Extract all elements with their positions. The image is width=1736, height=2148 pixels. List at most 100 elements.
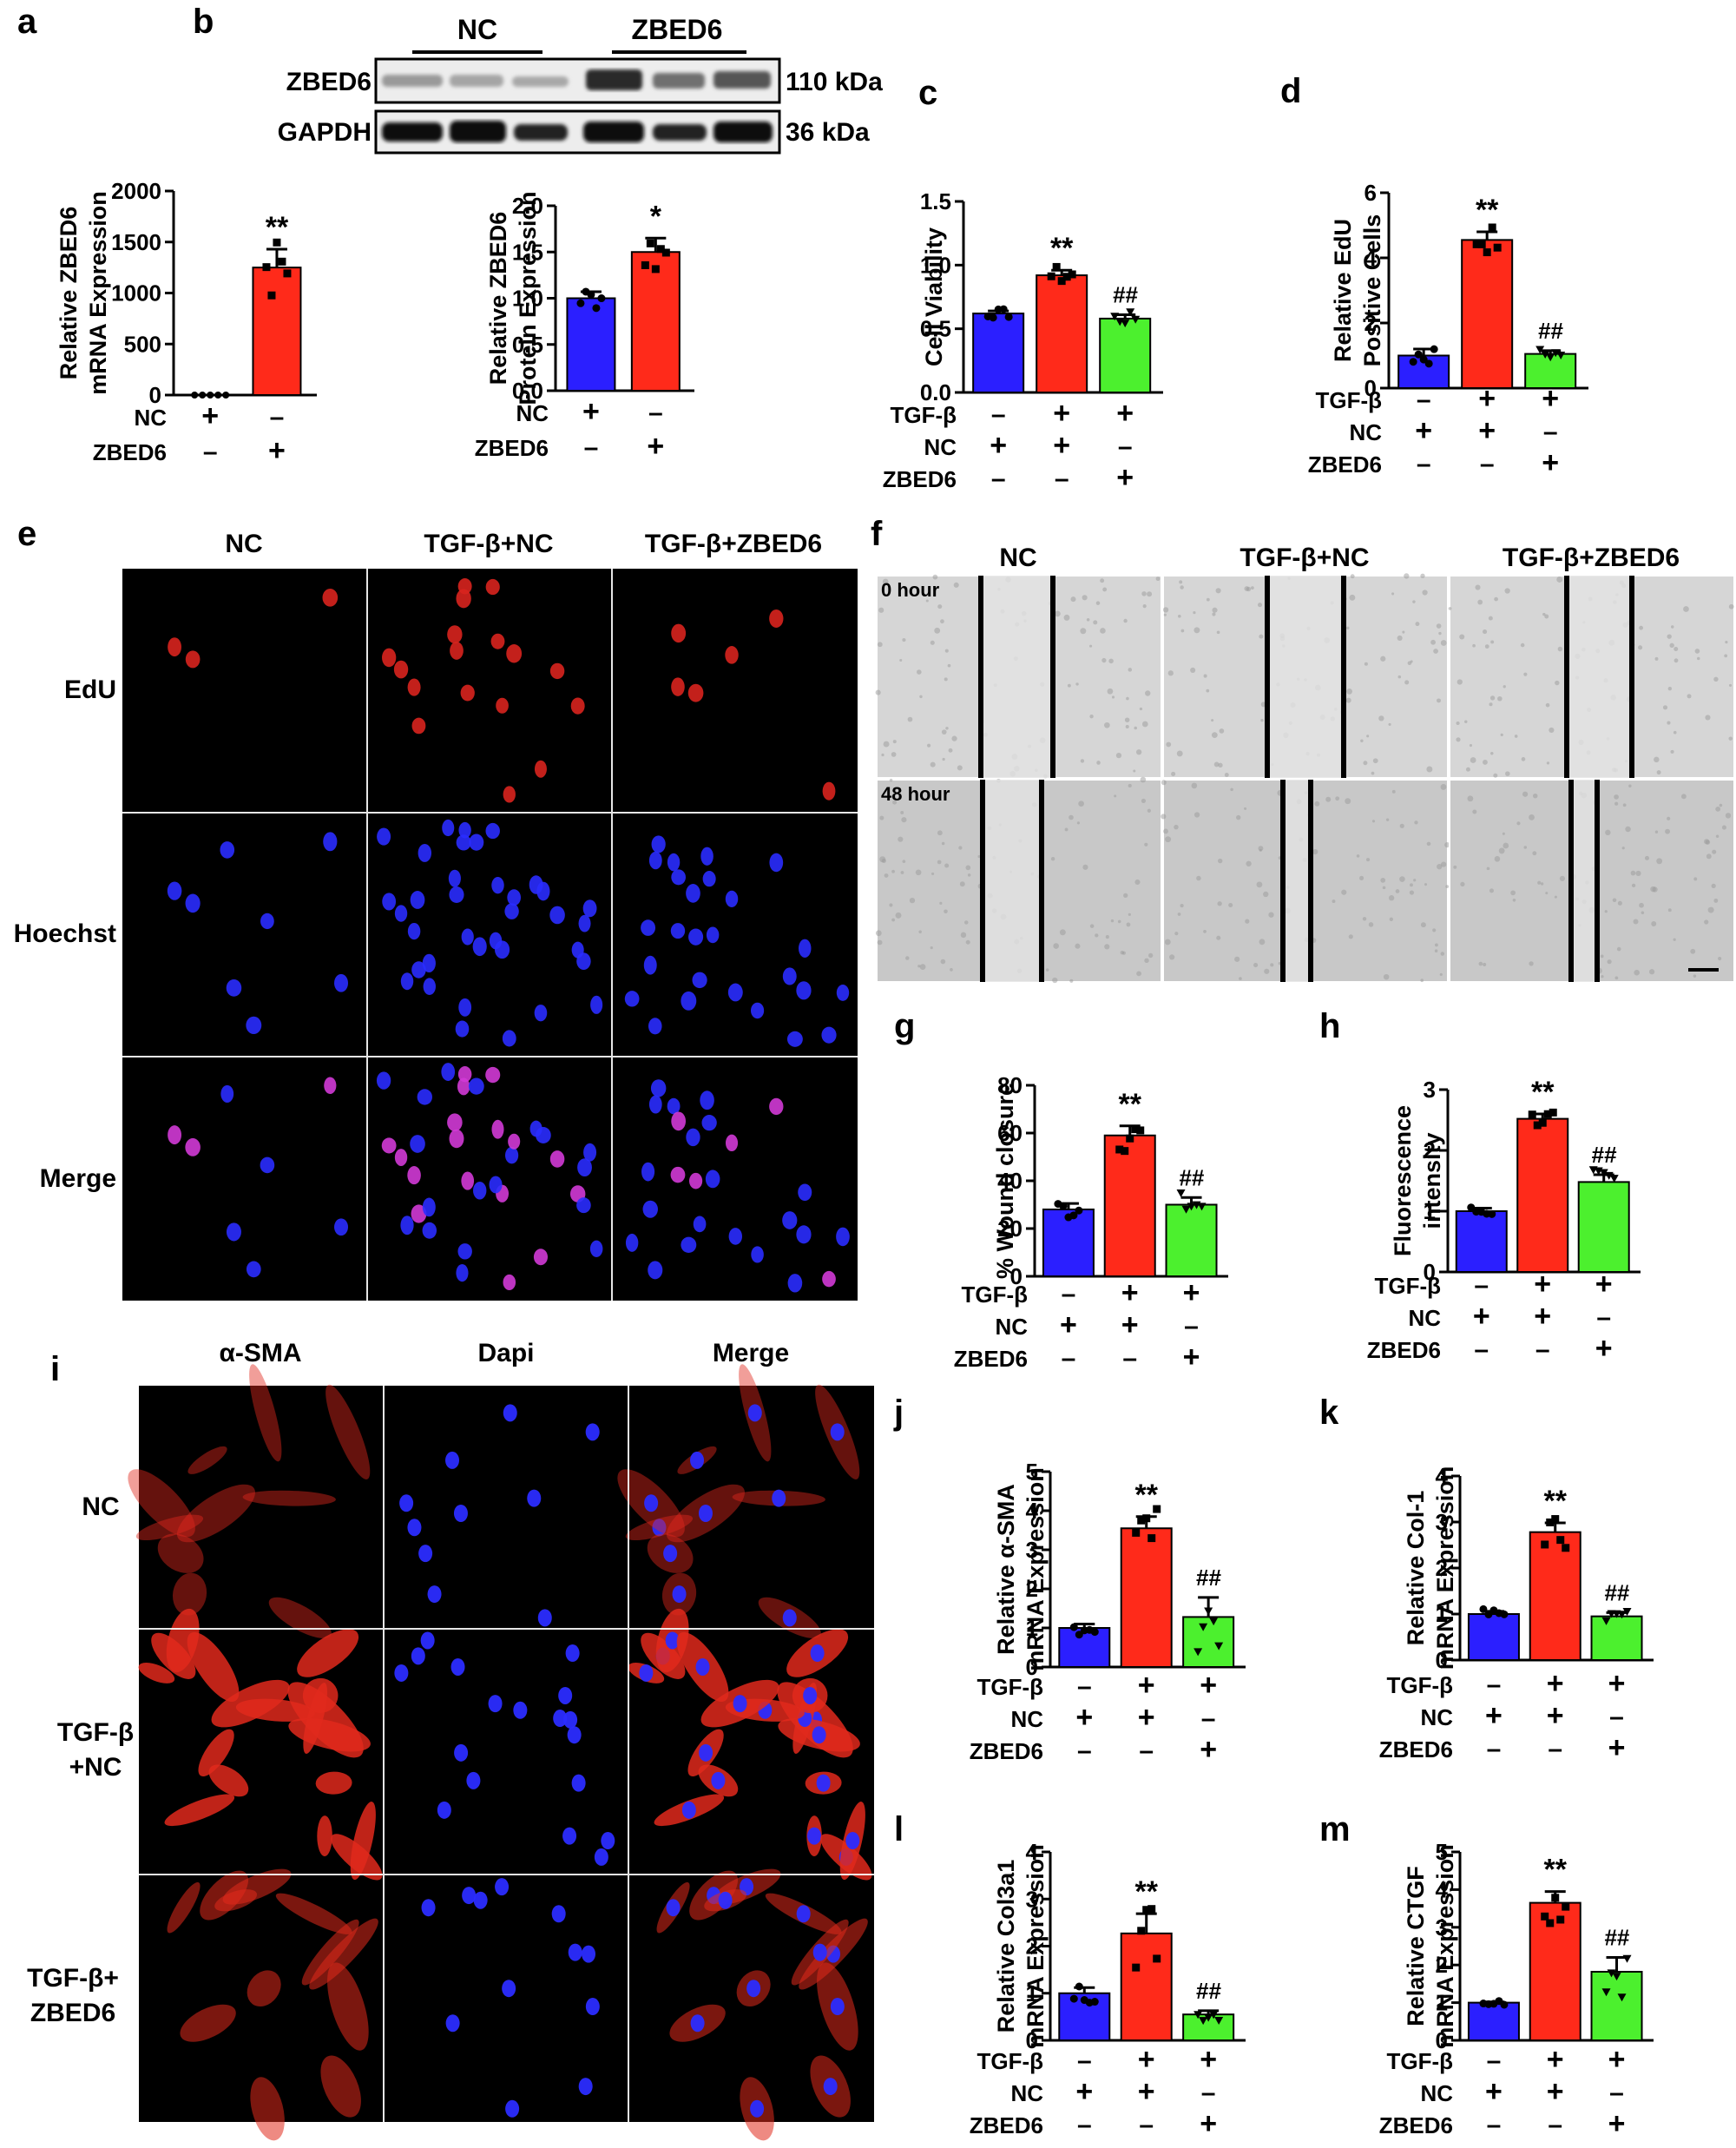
cell-speck [945,727,949,730]
cell-speck [1264,968,1270,974]
nucleus [382,648,397,668]
condition-label: NC [134,405,167,431]
nucleus [472,937,487,957]
nucleus [473,1891,488,1909]
condition-sign: + [1200,1733,1217,1766]
nucleus [456,1263,469,1282]
cell-body [242,1490,336,1506]
y-tick-label: 2 [1026,1934,1038,1960]
nucleus [468,1077,484,1095]
nucleus [747,1404,762,1422]
condition-sign: – [1487,1670,1502,1699]
data-point [1562,1902,1570,1911]
cell-speck [932,574,938,580]
nucleus [688,928,704,946]
cell-speck [1467,795,1474,802]
nucleus [590,995,603,1014]
condition-label: NC [1010,1706,1043,1732]
cell-speck [1456,721,1460,726]
cell-speck [1244,807,1247,810]
cell-speck [930,640,935,645]
cell-speck [1638,645,1643,650]
nucleus [220,1084,234,1103]
nucleus [577,1158,592,1177]
i-row-tgf-zbed6-1: TGF-β+ [27,1964,119,1993]
nucleus [686,884,700,903]
condition-label: TGF-β [1315,387,1382,413]
cell-speck [1194,627,1200,634]
cell-speck [1164,939,1171,946]
data-point [1069,1211,1078,1220]
data-point [1477,240,1486,248]
cell-speck [1203,929,1207,933]
cell-speck [1075,943,1081,949]
cell-speck [1246,860,1252,866]
cell-speck [1126,696,1129,701]
cell-body [187,1631,240,1703]
nucleus [725,646,739,664]
cell-speck [1191,782,1198,789]
significance-label: ## [1538,318,1563,344]
nucleus [594,1848,608,1866]
cell-speck [1559,875,1565,881]
cell-speck [1190,667,1196,673]
y-tick-label: 3 [1436,1914,1448,1940]
condition-sign: + [1075,2075,1093,2108]
nucleus [651,835,666,853]
cell-speck [1494,856,1501,862]
cell-body [138,1663,175,1683]
nucleus [690,1451,705,1469]
cell-speck [1667,686,1673,691]
nucleus [663,1545,678,1563]
cell-speck [1478,961,1483,966]
cell-speck [1089,644,1093,648]
condition-sign: + [1053,397,1070,430]
cell-speck [1634,969,1640,976]
cell-body [249,1364,282,1462]
nucleus [648,1261,663,1280]
cell-speck [1494,596,1498,602]
data-point [1617,1611,1627,1619]
cell-speck [1656,858,1663,865]
nucleus [324,1077,337,1095]
y-tick-label: 4 [1026,1839,1039,1865]
nucleus [527,1489,542,1507]
data-point [1004,313,1013,321]
cell-speck [941,841,945,846]
y-tick-label: 2000 [111,178,161,204]
cell-speck [1510,890,1516,896]
cell-body [172,1572,207,1616]
significance-label: ## [1113,282,1138,308]
nucleus [441,1063,456,1081]
cell-speck [1694,649,1700,654]
bar [1182,1616,1235,1669]
cell-speck [1420,978,1424,983]
panel-i-images: α-SMA Dapi Merge NC TGF-β +NC TGF-β+ ZBE… [27,1339,874,2141]
cell-speck [1469,743,1473,748]
blot-row-gapdh-bands [382,121,773,142]
cell-speck [1211,732,1218,738]
data-point [1047,272,1055,280]
nucleus [167,881,182,900]
condition-sign: + [1200,2043,1217,2076]
cell-speck [1070,596,1076,603]
condition-label: ZBED6 [970,2112,1043,2138]
cell-speck [1459,634,1465,640]
nucleus [418,1545,433,1563]
i-row-tgf-nc-2: +NC [69,1753,122,1782]
condition-sign: + [1116,397,1134,430]
nucleus [445,1451,460,1469]
condition-sign: – [1535,1335,1550,1364]
nucleus [705,1170,720,1189]
condition-sign: – [1077,2111,1092,2139]
panel-label-c: c [918,74,937,112]
cell-speck [1102,587,1108,592]
data-point [1147,1534,1156,1543]
nucleus [168,1125,182,1145]
nucleus [681,1236,697,1254]
data-point [1131,1125,1140,1134]
cell-speck [1134,879,1141,885]
data-point [1541,351,1550,359]
cell-speck [1505,771,1510,776]
data-point [1414,350,1423,359]
